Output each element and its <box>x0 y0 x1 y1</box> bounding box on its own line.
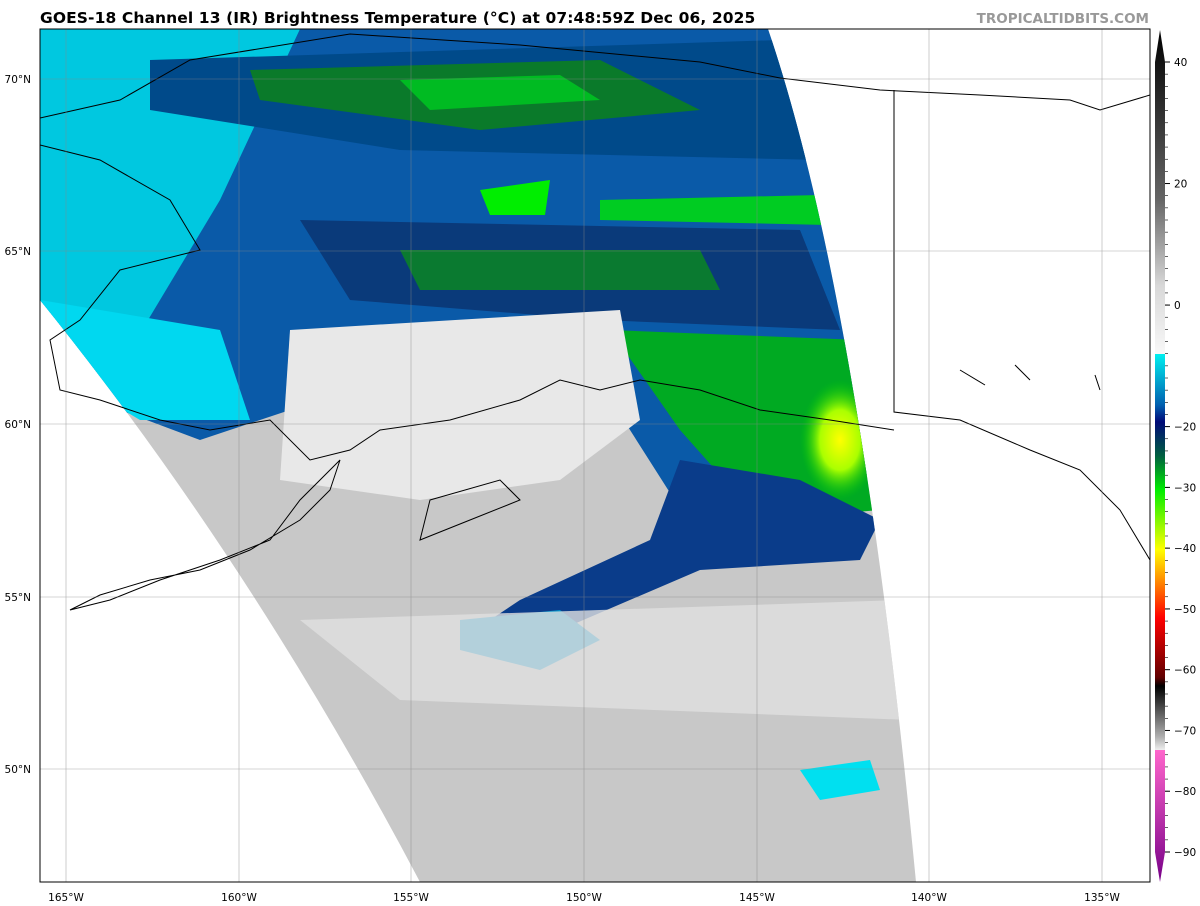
colorbar-tick-label: −20 <box>1174 422 1196 434</box>
colorbar-tick-label: −40 <box>1174 543 1196 555</box>
lon-label: 160°W <box>221 892 257 904</box>
lon-axis: 165°W 160°W 155°W 150°W 145°W 140°W 135°… <box>48 892 1120 904</box>
lat-axis: 70°N 65°N 60°N 55°N 50°N <box>5 74 31 776</box>
map-title: GOES-18 Channel 13 (IR) Brightness Tempe… <box>40 9 756 27</box>
imagery-layer <box>40 29 1150 882</box>
lat-label: 65°N <box>5 246 31 258</box>
colorbar-tick-label: −30 <box>1174 482 1196 494</box>
colorbar: 40 20 0 −20 −30 −40 −50 −60 −70 −80 −90 <box>1155 30 1196 882</box>
colorbar-tick-label: 20 <box>1174 179 1187 191</box>
lat-label: 55°N <box>5 592 31 604</box>
lon-label: 150°W <box>566 892 602 904</box>
lon-label: 165°W <box>48 892 84 904</box>
colorbar-tick-label: −80 <box>1174 786 1196 798</box>
colorbar-tick-label: −90 <box>1174 847 1196 859</box>
lon-label: 140°W <box>911 892 947 904</box>
brand-watermark: TROPICALTIDBITS.COM <box>976 11 1149 27</box>
colorbar-scale <box>1155 30 1165 882</box>
map-frame <box>39 28 1151 883</box>
coastlines <box>40 33 1150 611</box>
colorbar-tick-label: −50 <box>1174 604 1196 616</box>
graticule <box>40 29 1150 882</box>
colorbar-tick-label: −60 <box>1174 665 1196 677</box>
colorbar-tick-label: 0 <box>1174 300 1181 312</box>
lat-label: 60°N <box>5 419 31 431</box>
colorbar-tick-label: −70 <box>1174 725 1196 737</box>
lon-label: 155°W <box>393 892 429 904</box>
lat-label: 50°N <box>5 764 31 776</box>
lon-label: 145°W <box>739 892 775 904</box>
colorbar-tick-label: 40 <box>1174 57 1187 69</box>
lat-label: 70°N <box>5 74 31 86</box>
lon-label: 135°W <box>1084 892 1120 904</box>
